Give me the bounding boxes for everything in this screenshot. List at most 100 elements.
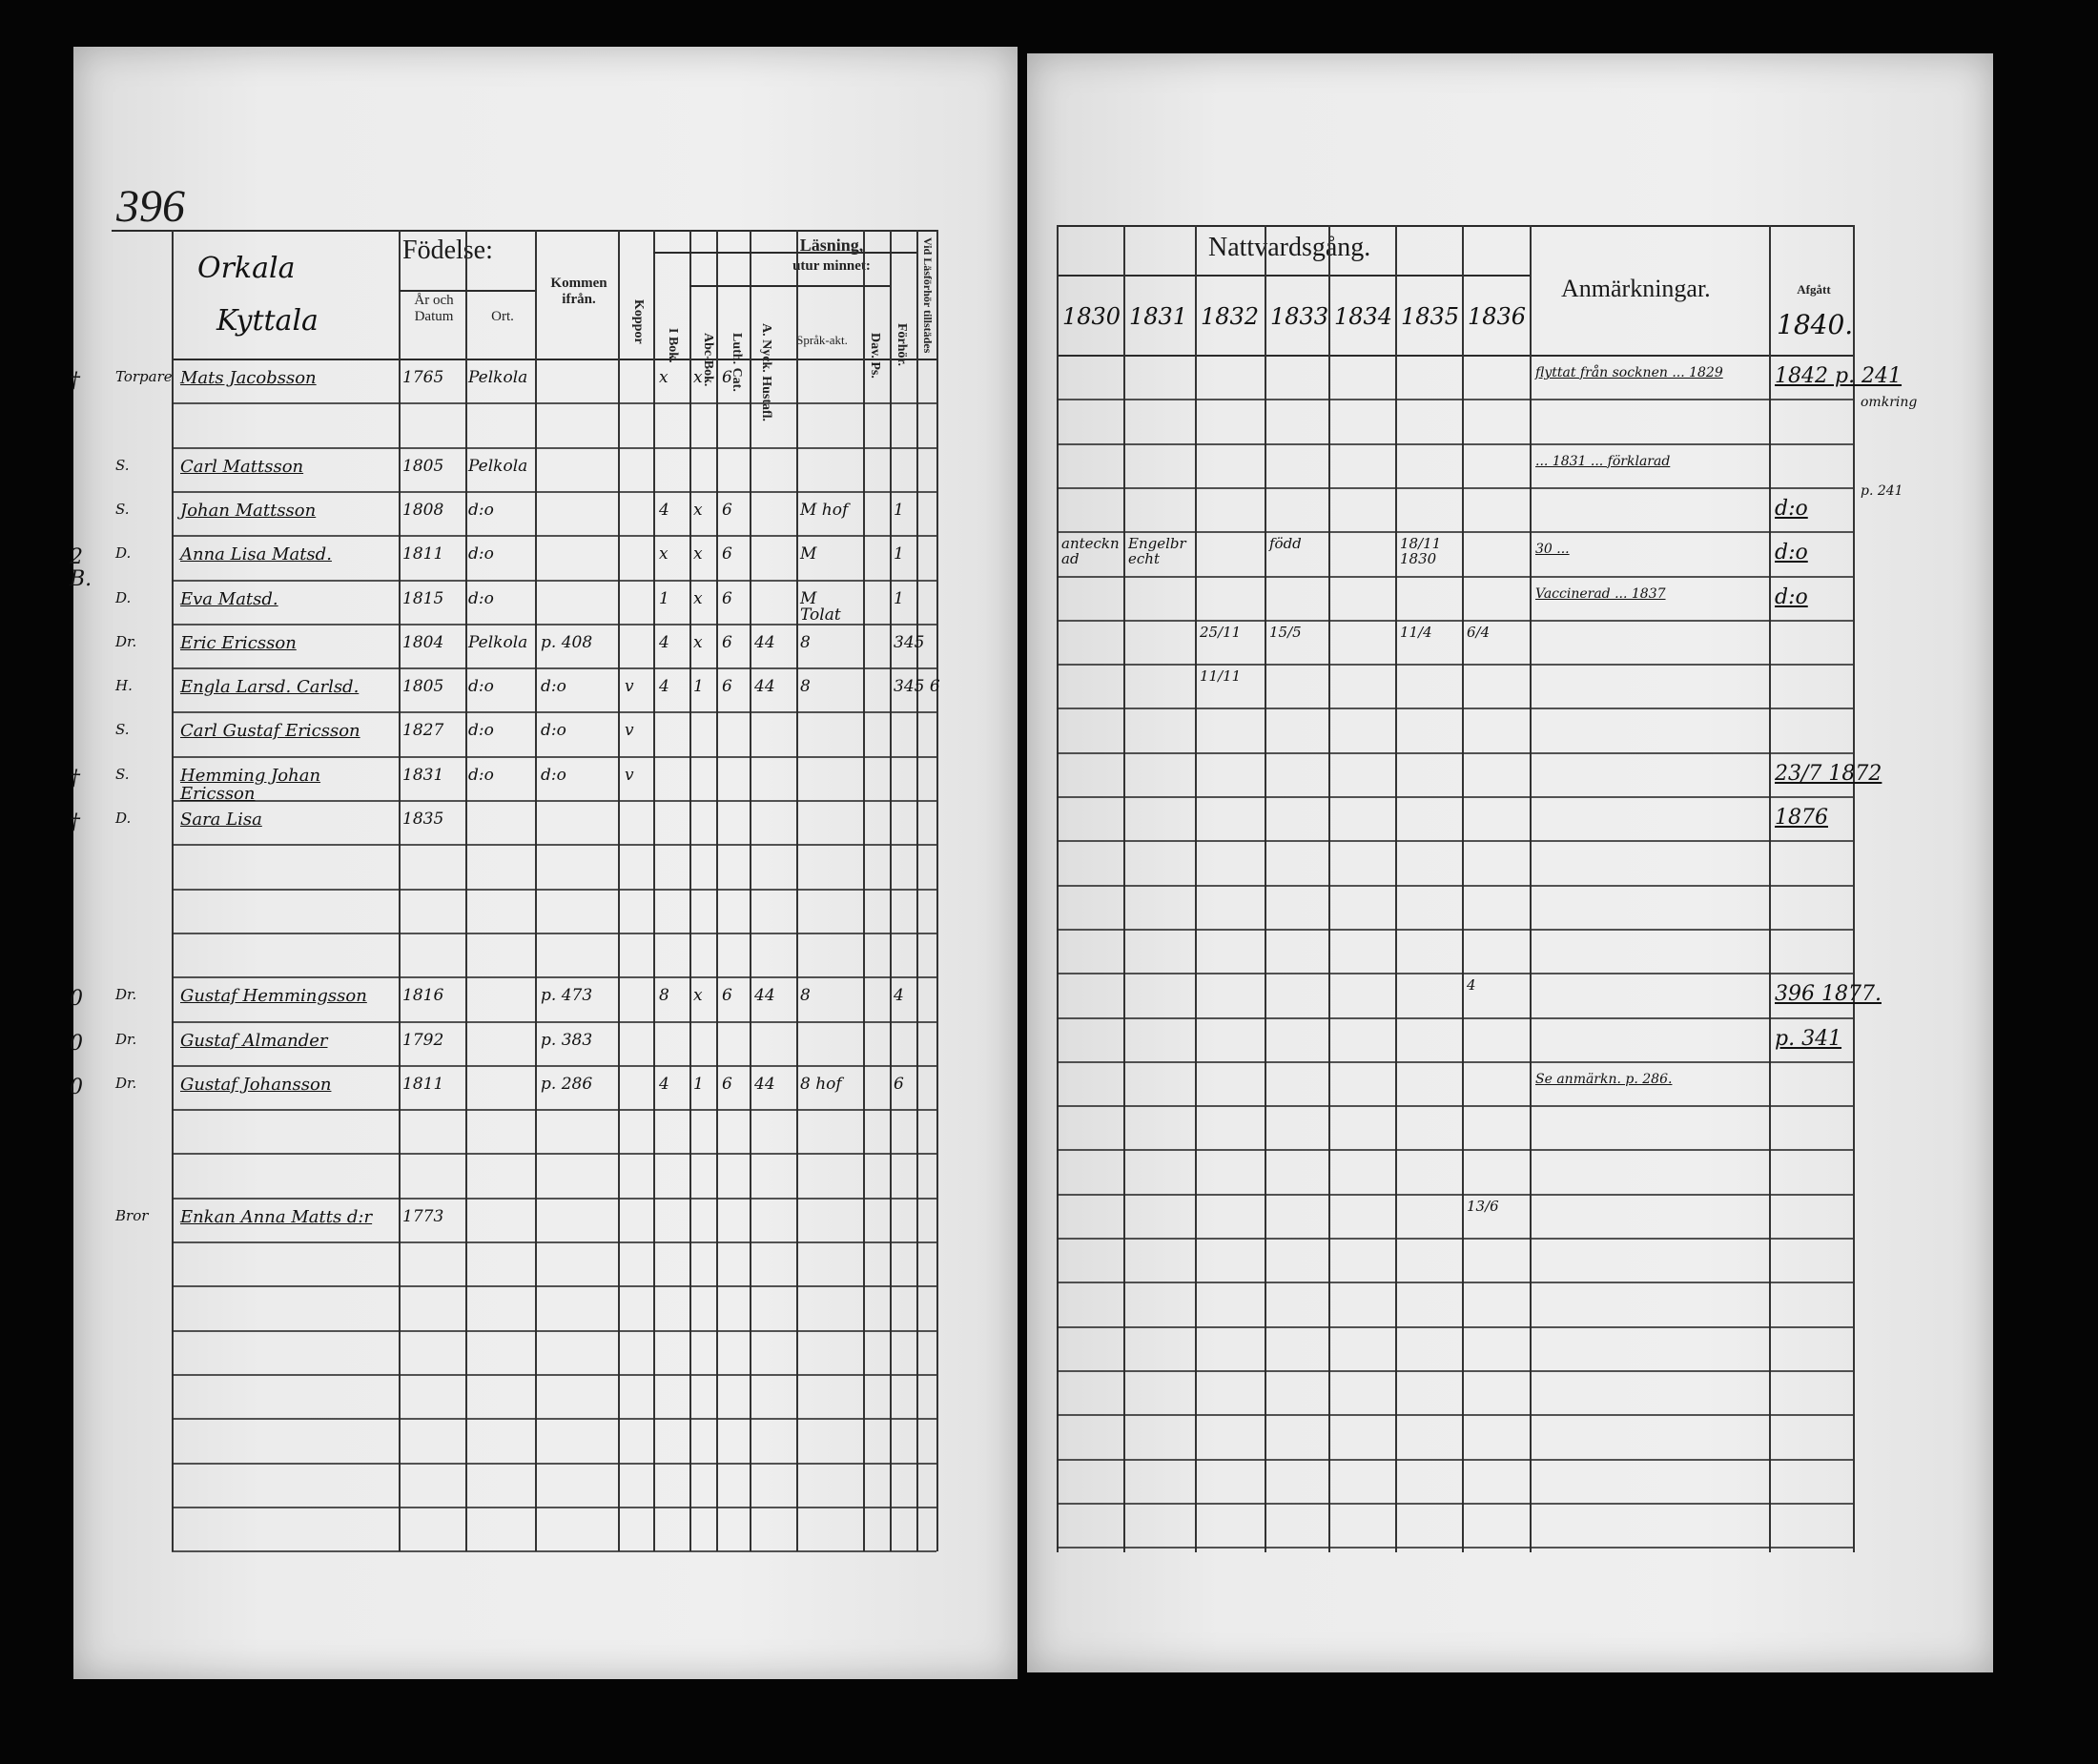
left-page: 396 Orkala Kyttala Födelse: År och Datum… [70, 47, 1018, 1679]
row-rule [1057, 884, 1853, 887]
column-rule [1057, 225, 1059, 1552]
header-top-rule [112, 230, 936, 232]
birth-place: Pelkola [468, 632, 528, 652]
examination: 4 [894, 986, 904, 1006]
abc-book: x [693, 544, 703, 564]
reading-book: 1 [659, 588, 669, 608]
abc-book: x [693, 632, 703, 652]
person-name: Sara Lisa [180, 810, 262, 830]
header-utur-minnet: utur minnet: [792, 258, 871, 274]
language-acts: M [800, 544, 817, 564]
departure-entry: 23/7 1872 [1775, 761, 1882, 786]
house-table: 44 [754, 677, 775, 697]
column-rule [653, 230, 655, 1551]
communion-entry: 13/6 [1467, 1197, 1499, 1215]
house-table: 44 [754, 1074, 775, 1094]
birth-year: 1805 [402, 456, 444, 476]
right-page: Nattvardsgång. Anmärkningar. Afgått 1840… [1027, 53, 1993, 1672]
birth-place: d:o [468, 765, 494, 785]
departure-entry: 396 1877. [1775, 982, 1882, 1007]
header-nattvardsgang: Nattvardsgång. [1208, 233, 1371, 262]
reading-book: 4 [659, 632, 669, 652]
communion-entry: 15/5 [1269, 623, 1302, 641]
column-rule [1769, 225, 1771, 1552]
row-rule [1057, 1149, 1853, 1152]
row-mark: † [70, 369, 80, 393]
row-rule [172, 1197, 936, 1200]
smallpox: v [625, 677, 634, 697]
header-sub-rule [1057, 275, 1530, 277]
row-rule [1057, 664, 1853, 667]
birth-place: Pelkola [468, 368, 528, 387]
header-sub-rule [653, 252, 916, 254]
column-rule [172, 230, 174, 1551]
row-rule [1057, 1325, 1853, 1328]
birth-year: 1773 [402, 1206, 444, 1226]
column-rule [1853, 225, 1855, 1552]
header-bottom-rule [1057, 355, 1853, 357]
relation: Dr. [115, 986, 137, 1004]
column-rule [1123, 225, 1125, 1552]
column-rule [750, 230, 751, 1551]
column-rule [863, 230, 865, 1551]
row-rule [172, 711, 936, 714]
row-rule [1057, 928, 1853, 931]
birth-place: d:o [468, 721, 494, 741]
luther-catechism: 6 [722, 500, 732, 520]
row-rule [172, 888, 936, 891]
row-rule [172, 1241, 936, 1243]
row-rule [172, 446, 936, 449]
row-mark: † [70, 766, 80, 790]
row-rule [172, 932, 936, 934]
luther-catechism: 6 [722, 588, 732, 608]
row-rule [1057, 1369, 1853, 1372]
row-rule [1057, 1414, 1853, 1417]
language-acts: 8 hof [800, 1074, 842, 1094]
birth-place: d:o [468, 677, 494, 697]
row-rule [172, 579, 936, 582]
column-rule [1265, 225, 1266, 1552]
header-koppor: Koppor [631, 299, 646, 344]
row-rule [172, 1462, 936, 1465]
row-rule [172, 1373, 936, 1376]
relation: Dr. [115, 1074, 137, 1092]
birth-place: d:o [468, 544, 494, 564]
relation: Dr. [115, 1030, 137, 1048]
header-luth: Luth. Cat. [730, 333, 744, 392]
row-mark: † [70, 810, 80, 834]
moved-from: p. 383 [541, 1030, 593, 1050]
birth-year: 1805 [402, 677, 444, 697]
row-rule [172, 1329, 936, 1332]
relation: D. [115, 810, 132, 827]
language-acts: M Tolat [800, 588, 841, 626]
header-sub-rule [689, 285, 890, 287]
communion-entry: antecknad [1061, 535, 1120, 567]
moved-from: p. 473 [541, 986, 593, 1006]
header-anmarkningar: Anmärkningar. [1561, 275, 1711, 302]
language-acts: 8 [800, 632, 811, 652]
row-rule [1057, 1547, 1853, 1549]
row-rule [172, 667, 936, 670]
communion-entry: 4 [1467, 976, 1476, 995]
relation: S. [115, 456, 130, 474]
year-header-1833: 1833 [1270, 303, 1329, 330]
reading-book: x [659, 368, 668, 387]
row-rule [172, 1064, 936, 1067]
row-rule [172, 535, 936, 538]
row-rule [1057, 708, 1853, 710]
row-rule [1057, 1060, 1853, 1063]
abc-book: x [693, 368, 703, 387]
examination: 1 [894, 500, 904, 520]
column-rule [1328, 225, 1330, 1552]
year-header-1834: 1834 [1334, 303, 1393, 330]
column-rule [465, 230, 467, 1551]
relation: S. [115, 500, 130, 518]
relation: S. [115, 721, 130, 739]
person-name: Carl Gustaf Ericsson [180, 721, 360, 742]
header-hustafl: A. Nyck. Hustafl. [759, 323, 773, 422]
year-header-1835: 1835 [1401, 303, 1460, 330]
birth-year: 1835 [402, 810, 444, 829]
header-dav: Dav. Ps. [868, 333, 882, 379]
header-bottom-rule [172, 359, 936, 360]
luther-catechism: 6 [722, 1074, 732, 1094]
